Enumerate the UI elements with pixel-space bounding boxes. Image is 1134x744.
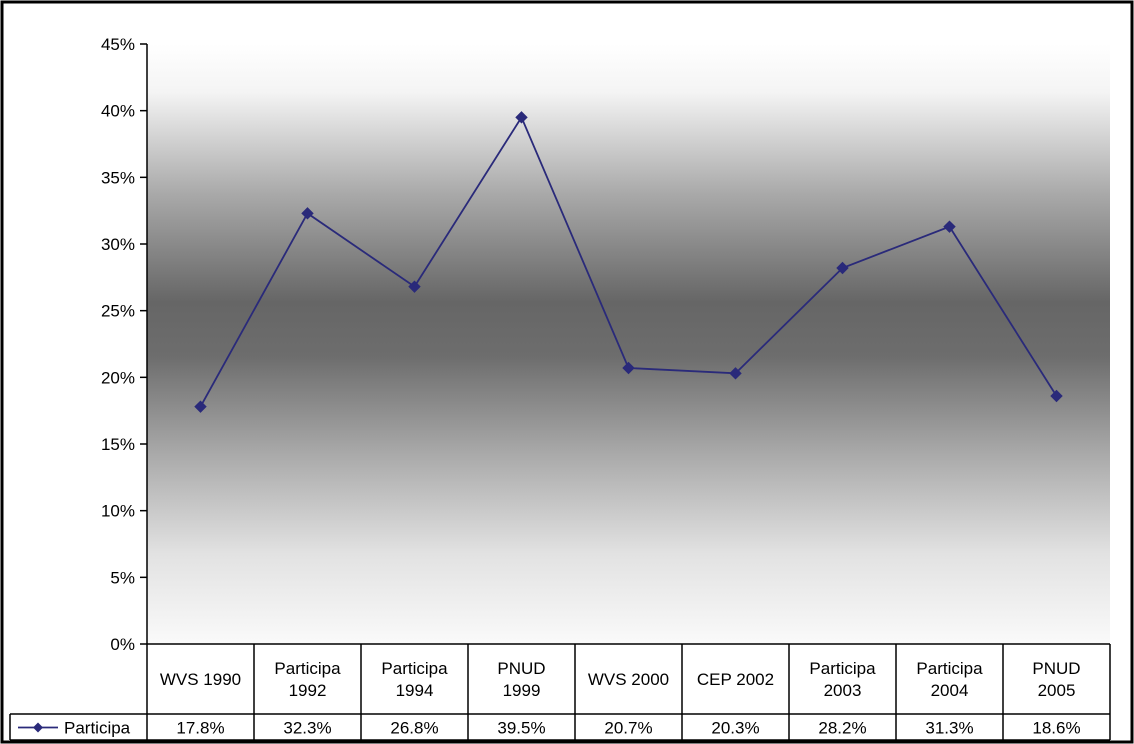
category-label: 1992 [289, 681, 327, 700]
legend-label: Participa [64, 719, 131, 738]
data-point-marker [622, 361, 635, 375]
category-label: Participa [809, 659, 876, 678]
category-label: PNUD [497, 659, 545, 678]
category-label: Participa [274, 659, 341, 678]
y-tick-label: 15% [101, 435, 135, 454]
table-value-cell: 17.8% [176, 719, 224, 738]
y-tick-label: 35% [101, 168, 135, 187]
y-tick-label: 40% [101, 102, 135, 121]
data-point-marker [515, 111, 528, 124]
table-value-cell: 39.5% [497, 719, 545, 738]
table-value-cell: 20.3% [711, 719, 759, 738]
data-point-marker [729, 367, 742, 380]
category-label: Participa [381, 659, 448, 678]
category-label: PNUD [1032, 659, 1080, 678]
y-tick-label: 0% [110, 635, 135, 654]
data-point-marker [943, 220, 956, 233]
category-label: 1994 [396, 681, 434, 700]
data-point-marker [194, 400, 207, 413]
category-label: 2004 [931, 681, 969, 700]
y-tick-label: 5% [110, 568, 135, 587]
legend-marker [33, 722, 43, 733]
category-label: CEP 2002 [697, 670, 774, 689]
y-tick-label: 10% [101, 502, 135, 521]
table-value-cell: 32.3% [283, 719, 331, 738]
table-value-cell: 28.2% [818, 719, 866, 738]
table-value-cell: 20.7% [604, 719, 652, 738]
data-point-marker [1050, 389, 1063, 403]
table-value-cell: 18.6% [1032, 719, 1080, 738]
plot-background [147, 44, 1110, 644]
category-label: Participa [916, 659, 983, 678]
category-label: WVS 2000 [588, 670, 669, 689]
data-point-marker [408, 280, 421, 293]
table-value-cell: 26.8% [390, 719, 438, 738]
data-point-marker [836, 261, 849, 275]
data-point-marker [301, 207, 314, 220]
category-label: 2003 [824, 681, 862, 700]
table-value-cell: 31.3% [925, 719, 973, 738]
y-tick-label: 20% [101, 368, 135, 387]
y-tick-label: 30% [101, 235, 135, 254]
category-label: 2005 [1038, 681, 1076, 700]
category-label: WVS 1990 [160, 670, 241, 689]
y-tick-label: 25% [101, 302, 135, 321]
y-tick-label: 45% [101, 35, 135, 54]
category-label: 1999 [503, 681, 541, 700]
